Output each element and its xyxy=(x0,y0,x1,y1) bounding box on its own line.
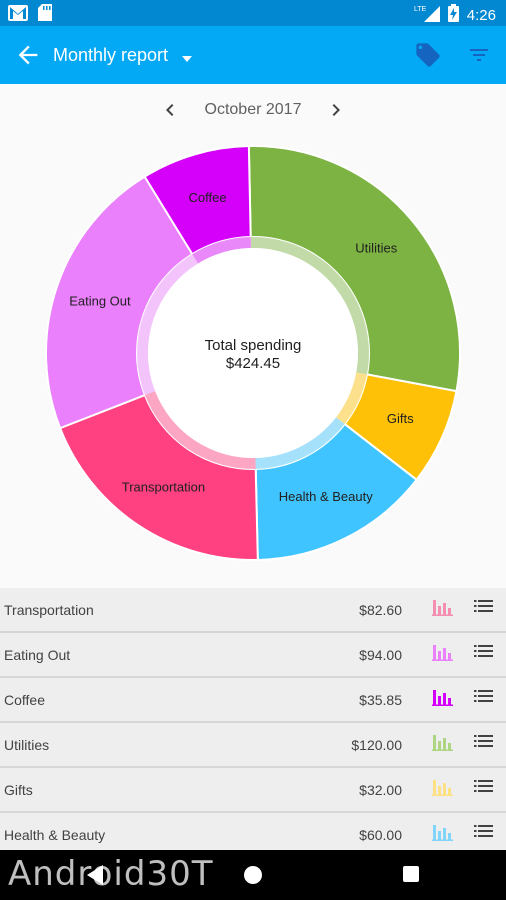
bar-chart-icon[interactable] xyxy=(432,778,454,796)
bar-chart-icon[interactable] xyxy=(432,688,454,706)
system-nav-bar xyxy=(0,850,506,900)
slice-transportation[interactable] xyxy=(58,393,259,561)
category-name: Transportation xyxy=(4,602,94,618)
inner-ring-coffee xyxy=(192,237,251,264)
slice-utilities[interactable] xyxy=(247,145,461,393)
chevron-right-icon[interactable] xyxy=(324,98,348,122)
watermark: Android30T xyxy=(8,854,214,894)
nav-back-icon[interactable] xyxy=(85,864,105,891)
sd-card-icon xyxy=(38,4,52,26)
inner-ring-transportation xyxy=(144,391,256,470)
donut-hole xyxy=(148,248,358,458)
category-row-gifts[interactable]: Gifts $32.00 xyxy=(0,768,506,813)
category-row-eating-out[interactable]: Eating Out $94.00 xyxy=(0,633,506,678)
slice-label-utilities: Utilities xyxy=(355,241,397,256)
lte-signal-icon: LTE xyxy=(414,4,440,26)
spending-donut-chart: Total spending $424.45 Utilities Gifts Hea… xyxy=(0,136,506,576)
chevron-left-icon[interactable] xyxy=(158,98,182,122)
category-amount: $94.00 xyxy=(359,647,402,663)
slice-label-transportation: Transportation xyxy=(122,479,205,494)
bar-chart-icon[interactable] xyxy=(432,643,454,661)
list-icon[interactable] xyxy=(474,823,494,839)
bar-chart-icon[interactable] xyxy=(432,823,454,841)
month-label: October 2017 xyxy=(204,101,302,118)
donut-svg: Total spending $424.45 Utilities Gifts Hea… xyxy=(45,145,461,561)
category-row-coffee[interactable]: Coffee $35.85 xyxy=(0,678,506,723)
total-spending-value: $424.45 xyxy=(226,355,280,372)
total-spending-label: Total spending xyxy=(205,337,302,354)
slice-coffee[interactable] xyxy=(143,145,252,256)
list-icon[interactable] xyxy=(474,688,494,704)
inner-ring-gifts xyxy=(335,372,368,425)
category-amount: $60.00 xyxy=(359,827,402,843)
list-icon[interactable] xyxy=(474,643,494,659)
category-amount: $32.00 xyxy=(359,782,402,798)
tag-icon[interactable] xyxy=(414,41,442,69)
inner-ring-eating-out xyxy=(136,254,199,396)
category-name: Coffee xyxy=(4,692,45,708)
bar-chart-icon[interactable] xyxy=(432,733,454,751)
status-bar: LTE 4:26 xyxy=(0,0,506,26)
battery-charging-icon xyxy=(447,4,459,26)
nav-home-icon[interactable] xyxy=(244,866,262,884)
svg-text:LTE: LTE xyxy=(414,6,427,13)
category-name: Eating Out xyxy=(4,647,71,663)
nav-recents-icon[interactable] xyxy=(403,866,419,882)
slice-label-eating-out: Eating Out xyxy=(69,294,131,309)
report-content: October 2017 Total spending $424.45 Util… xyxy=(0,84,506,858)
page-title[interactable]: Monthly report xyxy=(53,45,169,65)
category-name: Utilities xyxy=(4,737,50,753)
slice-eating-out[interactable] xyxy=(45,175,194,430)
slice-label-gifts: Gifts xyxy=(387,411,414,426)
list-icon[interactable] xyxy=(474,733,494,749)
category-amount: $82.60 xyxy=(359,602,402,618)
month-navigator: October 2017 xyxy=(0,84,506,136)
clock: 4:26 xyxy=(466,6,496,24)
inner-ring-health-beauty xyxy=(255,417,345,469)
list-icon[interactable] xyxy=(474,598,494,614)
back-arrow-icon[interactable] xyxy=(14,41,42,69)
category-row-utilities[interactable]: Utilities $120.00 xyxy=(0,723,506,768)
dropdown-arrow-icon[interactable] xyxy=(180,51,194,62)
gmail-icon xyxy=(8,4,28,26)
slice-label-coffee: Coffee xyxy=(189,190,227,205)
category-list: Transportation $82.60 Eating Out $94.00 Coff… xyxy=(0,588,506,858)
inner-ring-utilities xyxy=(250,237,369,375)
category-amount: $35.85 xyxy=(359,692,402,708)
slice-label-health-beauty: Health & Beauty xyxy=(279,489,373,504)
category-amount: $120.00 xyxy=(351,737,402,753)
app-bar: Monthly report xyxy=(0,26,506,84)
bar-chart-icon[interactable] xyxy=(432,598,454,616)
category-name: Health & Beauty xyxy=(4,827,106,843)
filter-icon[interactable] xyxy=(466,43,492,67)
list-icon[interactable] xyxy=(474,778,494,794)
category-row-transportation[interactable]: Transportation $82.60 xyxy=(0,588,506,633)
category-name: Gifts xyxy=(4,782,33,798)
